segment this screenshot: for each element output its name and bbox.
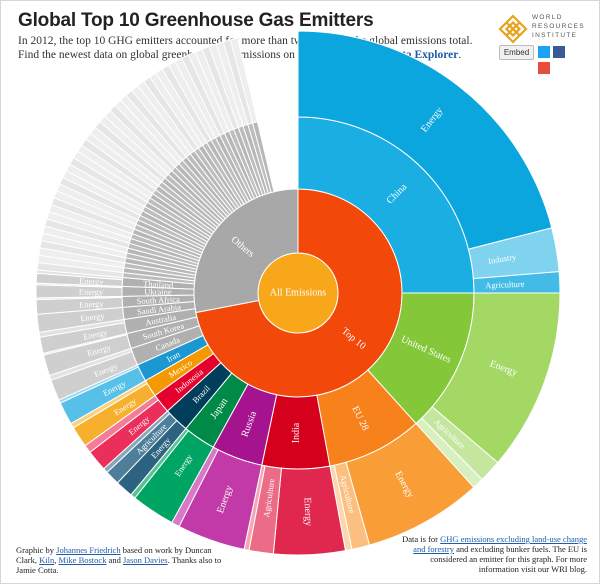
credit-mid-2: , <box>54 555 59 565</box>
country-label-ukraine: Ukraine <box>144 287 172 297</box>
credit-link-davies[interactable]: Jason Davies <box>122 555 168 565</box>
credit-link-bostock[interactable]: Mike Bostock <box>58 555 107 565</box>
credit-link-johannes[interactable]: Johannes Friedrich <box>56 545 121 555</box>
ghg-definition-link[interactable]: GHG emissions excluding land-use change … <box>413 534 587 554</box>
sector-arc-other-43[interactable] <box>229 37 259 124</box>
country-label-india: India <box>291 422 302 443</box>
footer-credits: Graphic by Johannes Friedrich based on w… <box>16 545 231 575</box>
sector-label-india-0: Energy <box>302 497 314 526</box>
twitter-share-button[interactable] <box>538 46 550 58</box>
logo-line-3: INSTITUTE <box>532 32 578 39</box>
embed-button[interactable]: Embed <box>499 45 534 60</box>
logo-line-2: RESOURCES <box>532 23 585 30</box>
country-label-south-africa: South Africa <box>136 294 180 306</box>
wri-logo-text: WORLD RESOURCES INSTITUTE <box>532 13 585 40</box>
credit-prefix: Graphic by <box>16 545 57 555</box>
sector-label-china-2: Agriculture <box>485 279 525 291</box>
credit-link-kiln[interactable]: Kiln <box>39 555 55 565</box>
country-label-thailand: Thailand <box>143 278 175 290</box>
sector-label-ukraine-0: Energy <box>79 287 104 297</box>
page-title: Global Top 10 Greenhouse Gas Emitters <box>18 10 374 31</box>
footer-data-note: Data is for GHG emissions excluding land… <box>392 534 587 574</box>
center-label: All Emissions <box>270 288 327 299</box>
note-suffix: and excluding bunker fuels. The EU is co… <box>430 544 587 574</box>
credit-mid-3: and <box>106 555 123 565</box>
sector-label-australia-0: Energy <box>82 327 109 342</box>
subtitle-line-2-suffix: . <box>458 49 462 61</box>
credit-suffix: . Thanks also to Jamie Cotta. <box>16 555 222 575</box>
sector-label-saudi-arabia-0: Energy <box>80 311 106 324</box>
facebook-share-button[interactable] <box>553 46 565 58</box>
google-share-button[interactable] <box>538 62 550 74</box>
credit-mid-1: based on work by Duncan Clark, <box>16 545 212 565</box>
note-prefix: Data is for <box>402 534 441 544</box>
wri-lattice-logo-icon <box>498 14 528 44</box>
sector-label-china-1: Industry <box>487 251 517 266</box>
logo-line-1: WORLD <box>532 14 563 21</box>
sector-label-south-africa-0: Energy <box>79 298 105 309</box>
sector-label-thailand-0: Energy <box>79 276 105 287</box>
